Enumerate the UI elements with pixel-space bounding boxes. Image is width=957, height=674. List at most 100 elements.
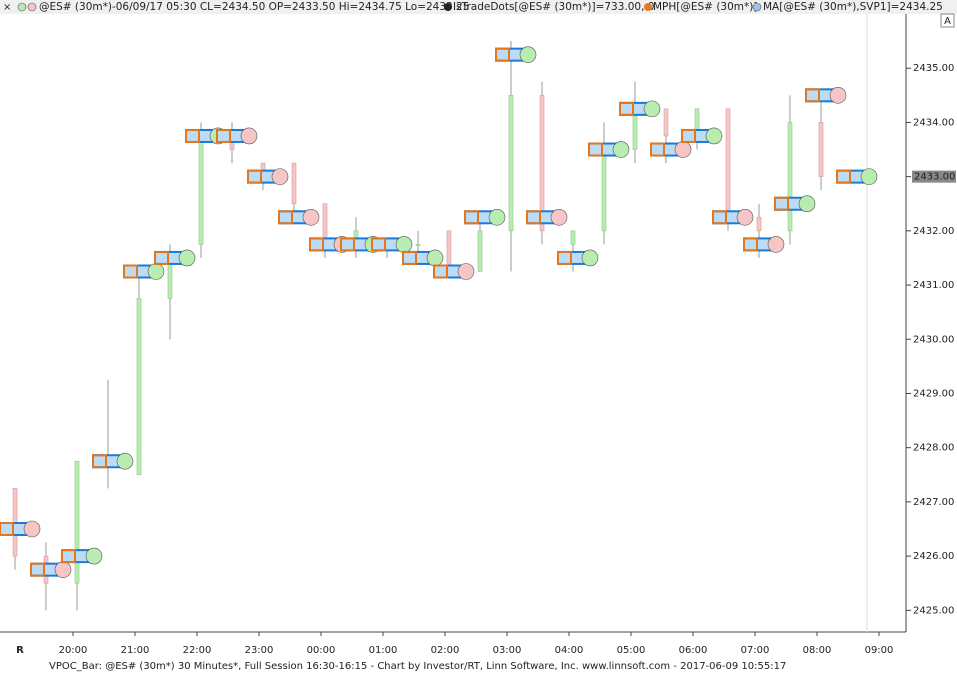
candle-body <box>74 460 80 584</box>
trade-dot <box>457 263 475 280</box>
y-tick-label: 2426.00 <box>913 551 954 562</box>
footer: VPOC_Bar: @ES# (30m*) 30 Minutes*, Full … <box>49 661 786 672</box>
vpoc-marker <box>650 142 665 157</box>
vpoc-marker <box>309 237 324 252</box>
trade-dot <box>240 127 258 145</box>
y-tick-label: 2435.00 <box>913 63 954 74</box>
trade-dot <box>488 208 506 226</box>
vpoc-marker <box>216 128 231 143</box>
vpoc-marker <box>402 250 417 265</box>
last-price-box <box>912 170 956 183</box>
trade-dot <box>581 249 599 267</box>
vpoc-marker <box>495 47 510 62</box>
vpoc-marker <box>154 250 169 265</box>
x-tick-label: 07:00 <box>741 645 770 656</box>
x-tick-label: 02:00 <box>431 645 460 656</box>
x-tick-label: 03:00 <box>493 645 522 656</box>
candle-body <box>508 95 514 232</box>
x-tick-label: 04:00 <box>555 645 584 656</box>
vpoc-marker <box>371 237 386 252</box>
y-tick-label: 2429.00 <box>913 388 954 399</box>
x-tick-label: 05:00 <box>617 645 646 656</box>
header-item: MA[@ES# (30m*),SVP1]=2434.25 <box>763 1 943 13</box>
candle-body <box>539 95 545 232</box>
scale-button[interactable] <box>940 13 955 28</box>
y-tick-label: 2434.00 <box>913 117 954 128</box>
vpoc-marker <box>185 128 200 143</box>
trade-dot <box>271 168 289 185</box>
candle-body <box>601 149 607 232</box>
vpoc-marker <box>836 169 851 184</box>
legend-dot <box>644 3 652 11</box>
x-tick-label: 06:00 <box>679 645 708 656</box>
vpoc-marker <box>526 210 541 225</box>
x-tick-label: 00:00 <box>307 645 336 656</box>
candle-body <box>818 122 824 177</box>
logo: R <box>16 645 24 656</box>
x-tick-label: 08:00 <box>803 645 832 656</box>
trade-dot <box>674 141 692 158</box>
vpoc-marker <box>681 128 696 143</box>
vpoc-marker <box>557 250 572 265</box>
header-bar <box>0 0 957 14</box>
close-icon[interactable]: × <box>3 2 11 13</box>
y-tick-label: 2430.00 <box>913 334 954 345</box>
candle-body <box>415 244 421 246</box>
x-tick-label: 09:00 <box>865 645 894 656</box>
trade-dot <box>736 208 754 226</box>
y-tick-label: 2427.00 <box>913 497 954 508</box>
legend-dot <box>444 3 452 11</box>
x-tick-label: 01:00 <box>369 645 398 656</box>
header-item: @ES# (30m*)-06/09/17 05:30 CL=2434.50 OP… <box>39 1 469 13</box>
trade-dot <box>705 127 723 145</box>
x-tick-label: 21:00 <box>121 645 150 656</box>
trade-dot <box>85 547 103 565</box>
candle-body <box>756 216 762 232</box>
candle-body <box>663 108 669 137</box>
trade-dot <box>54 561 72 578</box>
trade-dot <box>395 236 413 253</box>
vpoc-marker <box>123 264 138 279</box>
y-tick-label: 2432.00 <box>913 226 954 237</box>
trade-dot <box>612 141 630 158</box>
last-price-label: 2433.00 <box>914 172 955 183</box>
vpoc-marker <box>464 210 479 225</box>
vpoc-marker <box>774 196 789 211</box>
trade-dot <box>302 208 320 226</box>
trade-dot <box>550 208 568 226</box>
candle-body <box>570 230 576 245</box>
trade-dot <box>116 452 134 470</box>
trade-dot <box>178 249 196 267</box>
x-tick-label: 20:00 <box>59 645 88 656</box>
vpoc-marker <box>30 562 45 577</box>
legend-dot <box>752 2 762 12</box>
trade-dot <box>767 236 785 253</box>
scale-button-label[interactable]: A <box>944 16 951 27</box>
x-tick-label: 23:00 <box>245 645 274 656</box>
candle-body <box>787 122 793 232</box>
candle-body <box>136 298 142 476</box>
trade-dot <box>147 263 165 280</box>
logo-box <box>0 634 44 674</box>
header-item: MPH[@ES# (30m*)] <box>653 1 757 13</box>
vpoc-marker <box>712 210 727 225</box>
trade-dot <box>829 87 847 104</box>
trade-dot <box>643 100 661 118</box>
y-tick-label: 2431.00 <box>913 280 954 291</box>
candle-body <box>198 135 204 245</box>
trade-dot <box>23 520 41 538</box>
trade-dot <box>426 249 444 267</box>
trade-dot <box>860 168 878 185</box>
header-item: IsTradeDots[@ES# (30m*)]=733.00, 0 <box>453 1 654 13</box>
x-tick-label: 22:00 <box>183 645 212 656</box>
trade-dot <box>798 195 816 213</box>
vpoc-marker <box>0 522 14 536</box>
candle-body <box>725 108 731 218</box>
vpoc-marker <box>805 88 820 103</box>
vpoc-marker <box>588 142 603 157</box>
vpoc-marker <box>278 210 293 225</box>
vpoc-marker <box>619 101 634 116</box>
vpoc-marker <box>247 169 262 184</box>
